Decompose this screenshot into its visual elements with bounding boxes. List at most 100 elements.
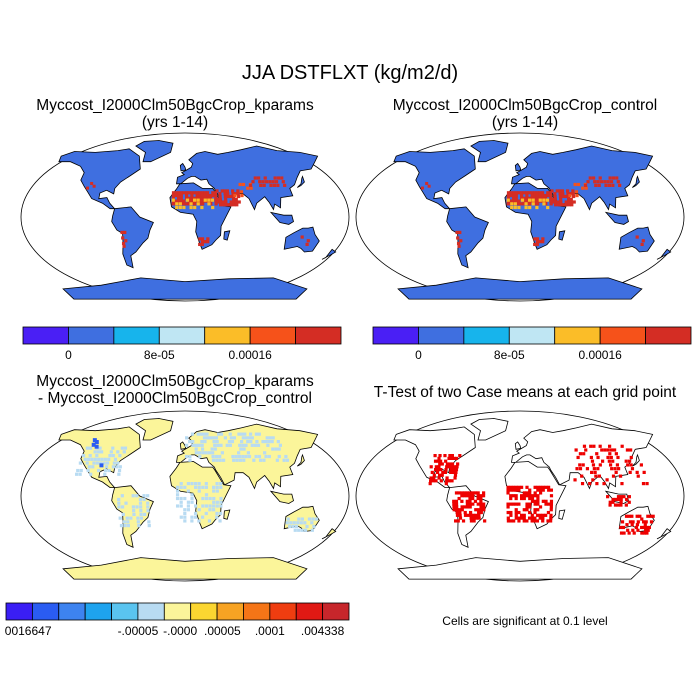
diff-eurasia-cell	[234, 454, 238, 459]
diff-eurasia-cell	[257, 454, 262, 459]
dust-arabia-cell	[226, 194, 230, 199]
dust-sahara-cell	[544, 199, 548, 203]
dust-kalahari-cell	[198, 242, 202, 247]
diff-australia-cell	[297, 528, 301, 532]
diff-na-cell	[115, 465, 119, 469]
diff-eurasia-cell	[185, 436, 189, 440]
sig-sa-cell	[465, 494, 469, 498]
dust-gobi-cell	[603, 180, 607, 184]
sig-africa-cell	[506, 505, 510, 509]
continent-new-zealand	[656, 248, 672, 260]
diff-na-cell	[104, 465, 109, 469]
diff-africa-cell	[183, 496, 187, 501]
sig-africa-cell	[549, 499, 554, 503]
dust-kalahari-cell	[538, 240, 542, 244]
sig-asia-cell	[588, 482, 592, 486]
dust-arabia-cell	[553, 200, 558, 204]
sig-africa-cell	[514, 516, 518, 520]
dust-kalahari-cell	[533, 237, 537, 241]
dust-sahel-cell	[210, 198, 214, 202]
dust-gobi-cell	[583, 183, 588, 187]
diff-africa-cell	[219, 504, 223, 508]
dust-sahara-cell	[214, 193, 218, 198]
sig-africa-cell	[541, 499, 545, 503]
sig-australia-cell	[620, 520, 625, 524]
colorbar-tick-label: -.0000	[163, 624, 197, 638]
diff-eurasia-cell	[188, 440, 192, 444]
sig-sa-cell	[468, 505, 472, 509]
dust-arabia-cell	[558, 189, 562, 193]
dust-arabia-cell	[237, 200, 241, 204]
dust-gobi-cell	[586, 180, 590, 184]
sig-australia-cell	[642, 525, 646, 530]
diff-africa-cell	[215, 515, 219, 519]
dust-sahel-cell	[538, 198, 542, 202]
dust-arabia-cell	[236, 192, 240, 196]
sig-africa-cell	[547, 488, 551, 492]
diff-africa-cell	[208, 504, 212, 508]
sig-africa-cell	[541, 485, 545, 489]
diff-eurasia-cell	[214, 454, 218, 459]
diff-africa-cell	[190, 500, 194, 504]
dust-sahara-cell	[535, 193, 540, 198]
dust-atacama-cell	[459, 239, 463, 243]
sig-africa-cell	[522, 496, 526, 501]
sig-na-cell	[455, 465, 459, 469]
diff-australia-cell	[289, 521, 293, 525]
sig-sa-cell	[466, 513, 470, 517]
diff-sa-cell	[120, 494, 124, 498]
diff-eurasia-cell	[274, 447, 278, 451]
dust-gobi-cell	[259, 183, 263, 187]
sig-africa-cell	[536, 499, 540, 503]
dust-gobi-cell	[596, 180, 600, 184]
dust-sahara-cell	[174, 193, 178, 198]
diff-sa-cell	[131, 505, 136, 509]
diff-eurasia-cell	[231, 454, 235, 459]
sig-sa-cell	[482, 508, 486, 512]
map-difference	[20, 410, 350, 582]
sig-africa-cell	[522, 491, 526, 495]
colorbar-box	[58, 602, 86, 621]
diff-australia-cell	[314, 517, 319, 521]
sig-asia-cell	[616, 455, 620, 460]
dust-gobi-cell	[597, 183, 601, 187]
dust-sahara-cell	[540, 191, 545, 195]
dust-sahel-cell	[520, 198, 525, 202]
diff-na-cell	[111, 446, 115, 450]
figure-title: JJA DSTFLXT (kg/m2/d)	[241, 62, 459, 84]
diff-africa-cell	[175, 485, 180, 489]
sig-australia-cell	[636, 528, 640, 532]
sig-sa-cell	[477, 510, 481, 515]
dust-arabia-cell	[558, 192, 562, 196]
sig-australia-cell	[645, 531, 649, 535]
diff-eurasia-cell	[214, 436, 219, 440]
continent-madagascar	[223, 509, 231, 520]
sig-indonesia-cell	[625, 497, 629, 502]
diff-eurasia-cell	[240, 432, 244, 436]
sig-sa-cell	[479, 508, 483, 512]
dust-iran-cell	[241, 182, 246, 187]
dust-sahara-cell	[549, 196, 553, 200]
diff-africa-cell	[190, 515, 194, 519]
diff-eurasia-cell	[199, 432, 203, 436]
dust-arabia-cell	[226, 192, 230, 196]
continent-madagascar	[558, 509, 566, 520]
diff-sa-cell	[146, 509, 150, 513]
sig-sa-cell	[472, 519, 476, 523]
sig-africa-cell	[536, 496, 540, 501]
sig-asia-cell	[595, 482, 599, 486]
diff-africa-cell	[219, 485, 223, 489]
dust-arabia-cell	[551, 200, 555, 204]
dust-sahara-cell	[549, 193, 553, 198]
sig-indonesia-cell	[619, 500, 623, 504]
dust-arabia-cell	[561, 194, 565, 199]
diff-na-cell	[111, 454, 115, 458]
diff-na-cell	[88, 446, 93, 450]
diff-na-cell	[103, 457, 107, 461]
sig-sa-cell	[479, 502, 483, 506]
dust-arabia-cell	[567, 203, 571, 207]
sig-australia-cell	[646, 514, 650, 518]
sig-africa-cell	[514, 496, 518, 501]
diff-eurasia-cell	[197, 443, 201, 447]
sig-na-cell	[445, 479, 449, 483]
